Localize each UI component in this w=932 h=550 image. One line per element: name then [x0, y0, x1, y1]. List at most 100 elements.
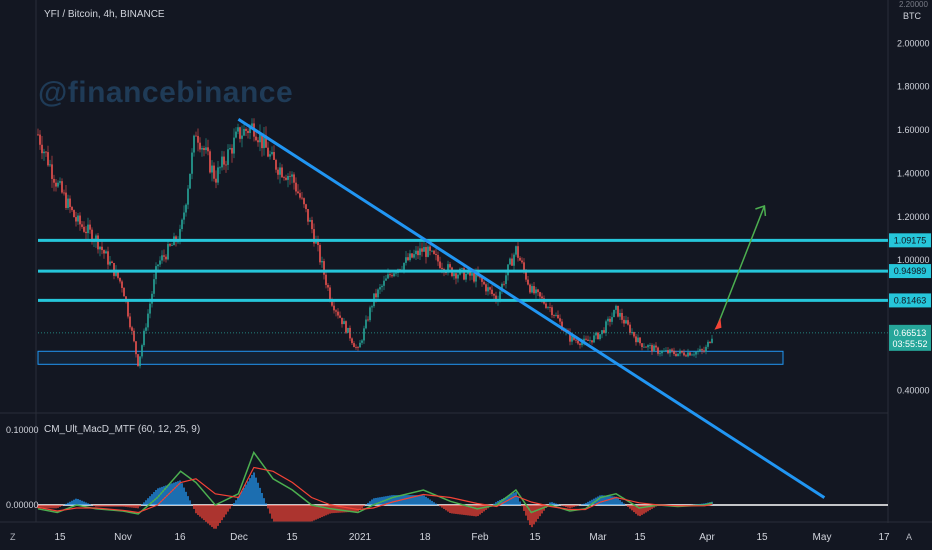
- watermark: @financebinance: [38, 76, 294, 109]
- candle-body: [615, 305, 617, 310]
- candle-body: [387, 274, 389, 279]
- breakout-marker: [714, 317, 722, 330]
- candle-body: [369, 307, 371, 321]
- price-tick-label: 2.00000: [897, 38, 930, 48]
- macd-histogram-bar: [231, 505, 233, 506]
- candle-body: [593, 335, 595, 343]
- level-tag-label: 0.94989: [894, 266, 927, 276]
- macd-histogram-bar: [201, 505, 203, 519]
- macd-tick-label: 0.00000: [6, 500, 39, 510]
- macd-histogram-bar: [165, 485, 167, 505]
- candle-body: [165, 256, 167, 260]
- candle-body: [539, 292, 541, 297]
- candle-body: [335, 310, 337, 312]
- candle-body: [179, 229, 181, 242]
- candle-body: [189, 173, 191, 189]
- candle-body: [143, 330, 145, 346]
- candle-body: [133, 330, 135, 342]
- macd-histogram-bar: [551, 502, 553, 505]
- macd-histogram-bar: [37, 505, 39, 509]
- candle-body: [553, 315, 555, 316]
- candle-body: [213, 165, 215, 179]
- time-tick-label: Apr: [699, 532, 715, 543]
- candle-body: [643, 346, 645, 348]
- candle-body: [499, 291, 501, 301]
- macd-histogram-bar: [47, 505, 49, 509]
- macd-histogram-bar: [125, 505, 127, 507]
- zoom-button[interactable]: Z: [10, 532, 16, 542]
- macd-histogram-bar: [145, 500, 147, 505]
- candle-body: [241, 135, 243, 139]
- candle-body: [361, 340, 363, 343]
- macd-histogram-bar: [549, 502, 551, 505]
- macd-histogram-bar: [597, 496, 599, 505]
- candle-body: [351, 338, 353, 344]
- candle-body: [209, 151, 211, 173]
- candle-body: [129, 316, 131, 328]
- candle-body: [433, 250, 435, 254]
- macd-histogram-bar: [699, 503, 701, 505]
- candle-body: [257, 140, 259, 143]
- macd-histogram-bar: [279, 505, 281, 522]
- macd-histogram-bar: [521, 505, 523, 507]
- candle-body: [243, 128, 245, 136]
- candle-body: [327, 284, 329, 288]
- macd-histogram-bar: [537, 505, 539, 519]
- macd-histogram-bar: [67, 502, 69, 505]
- macd-histogram-bar: [629, 505, 631, 509]
- macd-histogram-bar: [439, 505, 441, 507]
- candle-body: [119, 277, 121, 282]
- candle-body: [595, 332, 597, 336]
- macd-histogram-bar: [265, 503, 267, 505]
- candle-body: [413, 254, 415, 258]
- candle-body: [391, 275, 393, 277]
- candle-body: [159, 260, 161, 265]
- candle-body: [301, 197, 303, 199]
- macd-histogram-bar: [645, 505, 647, 513]
- candle-body: [383, 280, 385, 286]
- candle-body: [103, 250, 105, 254]
- macd-histogram-bar: [123, 505, 125, 507]
- macd-histogram-bar: [189, 500, 191, 505]
- macd-histogram-bar: [289, 505, 291, 522]
- candle-body: [197, 135, 199, 143]
- candle-body: [85, 231, 87, 234]
- candle-body: [465, 273, 467, 280]
- macd-histogram-bar: [71, 500, 73, 505]
- candle-body: [127, 301, 129, 317]
- auto-scale-button[interactable]: A: [906, 532, 913, 542]
- macd-histogram-bar: [215, 505, 217, 529]
- top-price-partial: 2.20000: [899, 0, 928, 9]
- candle-body: [577, 340, 579, 344]
- macd-histogram-bar: [527, 505, 529, 521]
- macd-histogram-bar: [695, 504, 697, 505]
- macd-histogram-bar: [53, 505, 55, 509]
- candle-body: [573, 336, 575, 340]
- candle-body: [355, 347, 357, 348]
- macd-histogram-bar: [247, 481, 249, 505]
- candle-body: [101, 246, 103, 251]
- time-tick-label: 15: [54, 532, 66, 543]
- candle-body: [311, 220, 313, 230]
- candle-body: [181, 219, 183, 230]
- macd-histogram-bar: [703, 503, 705, 505]
- candle-body: [219, 167, 221, 169]
- macd-histogram-bar: [475, 505, 477, 517]
- macd-histogram-bar: [101, 505, 103, 507]
- candle-body: [541, 296, 543, 299]
- candle-body: [697, 351, 699, 352]
- macd-histogram-bar: [371, 499, 373, 505]
- macd-histogram-bar: [79, 499, 81, 505]
- candle-body: [689, 352, 691, 356]
- level-tag-label: 0.81463: [894, 295, 927, 305]
- macd-histogram-bar: [259, 487, 261, 505]
- candle-body: [225, 164, 227, 166]
- candle-body: [353, 343, 355, 348]
- candle-body: [641, 343, 643, 348]
- candle-body: [237, 127, 239, 132]
- candle-body: [447, 264, 449, 273]
- candle-body: [227, 149, 229, 165]
- macd-histogram-bar: [375, 497, 377, 505]
